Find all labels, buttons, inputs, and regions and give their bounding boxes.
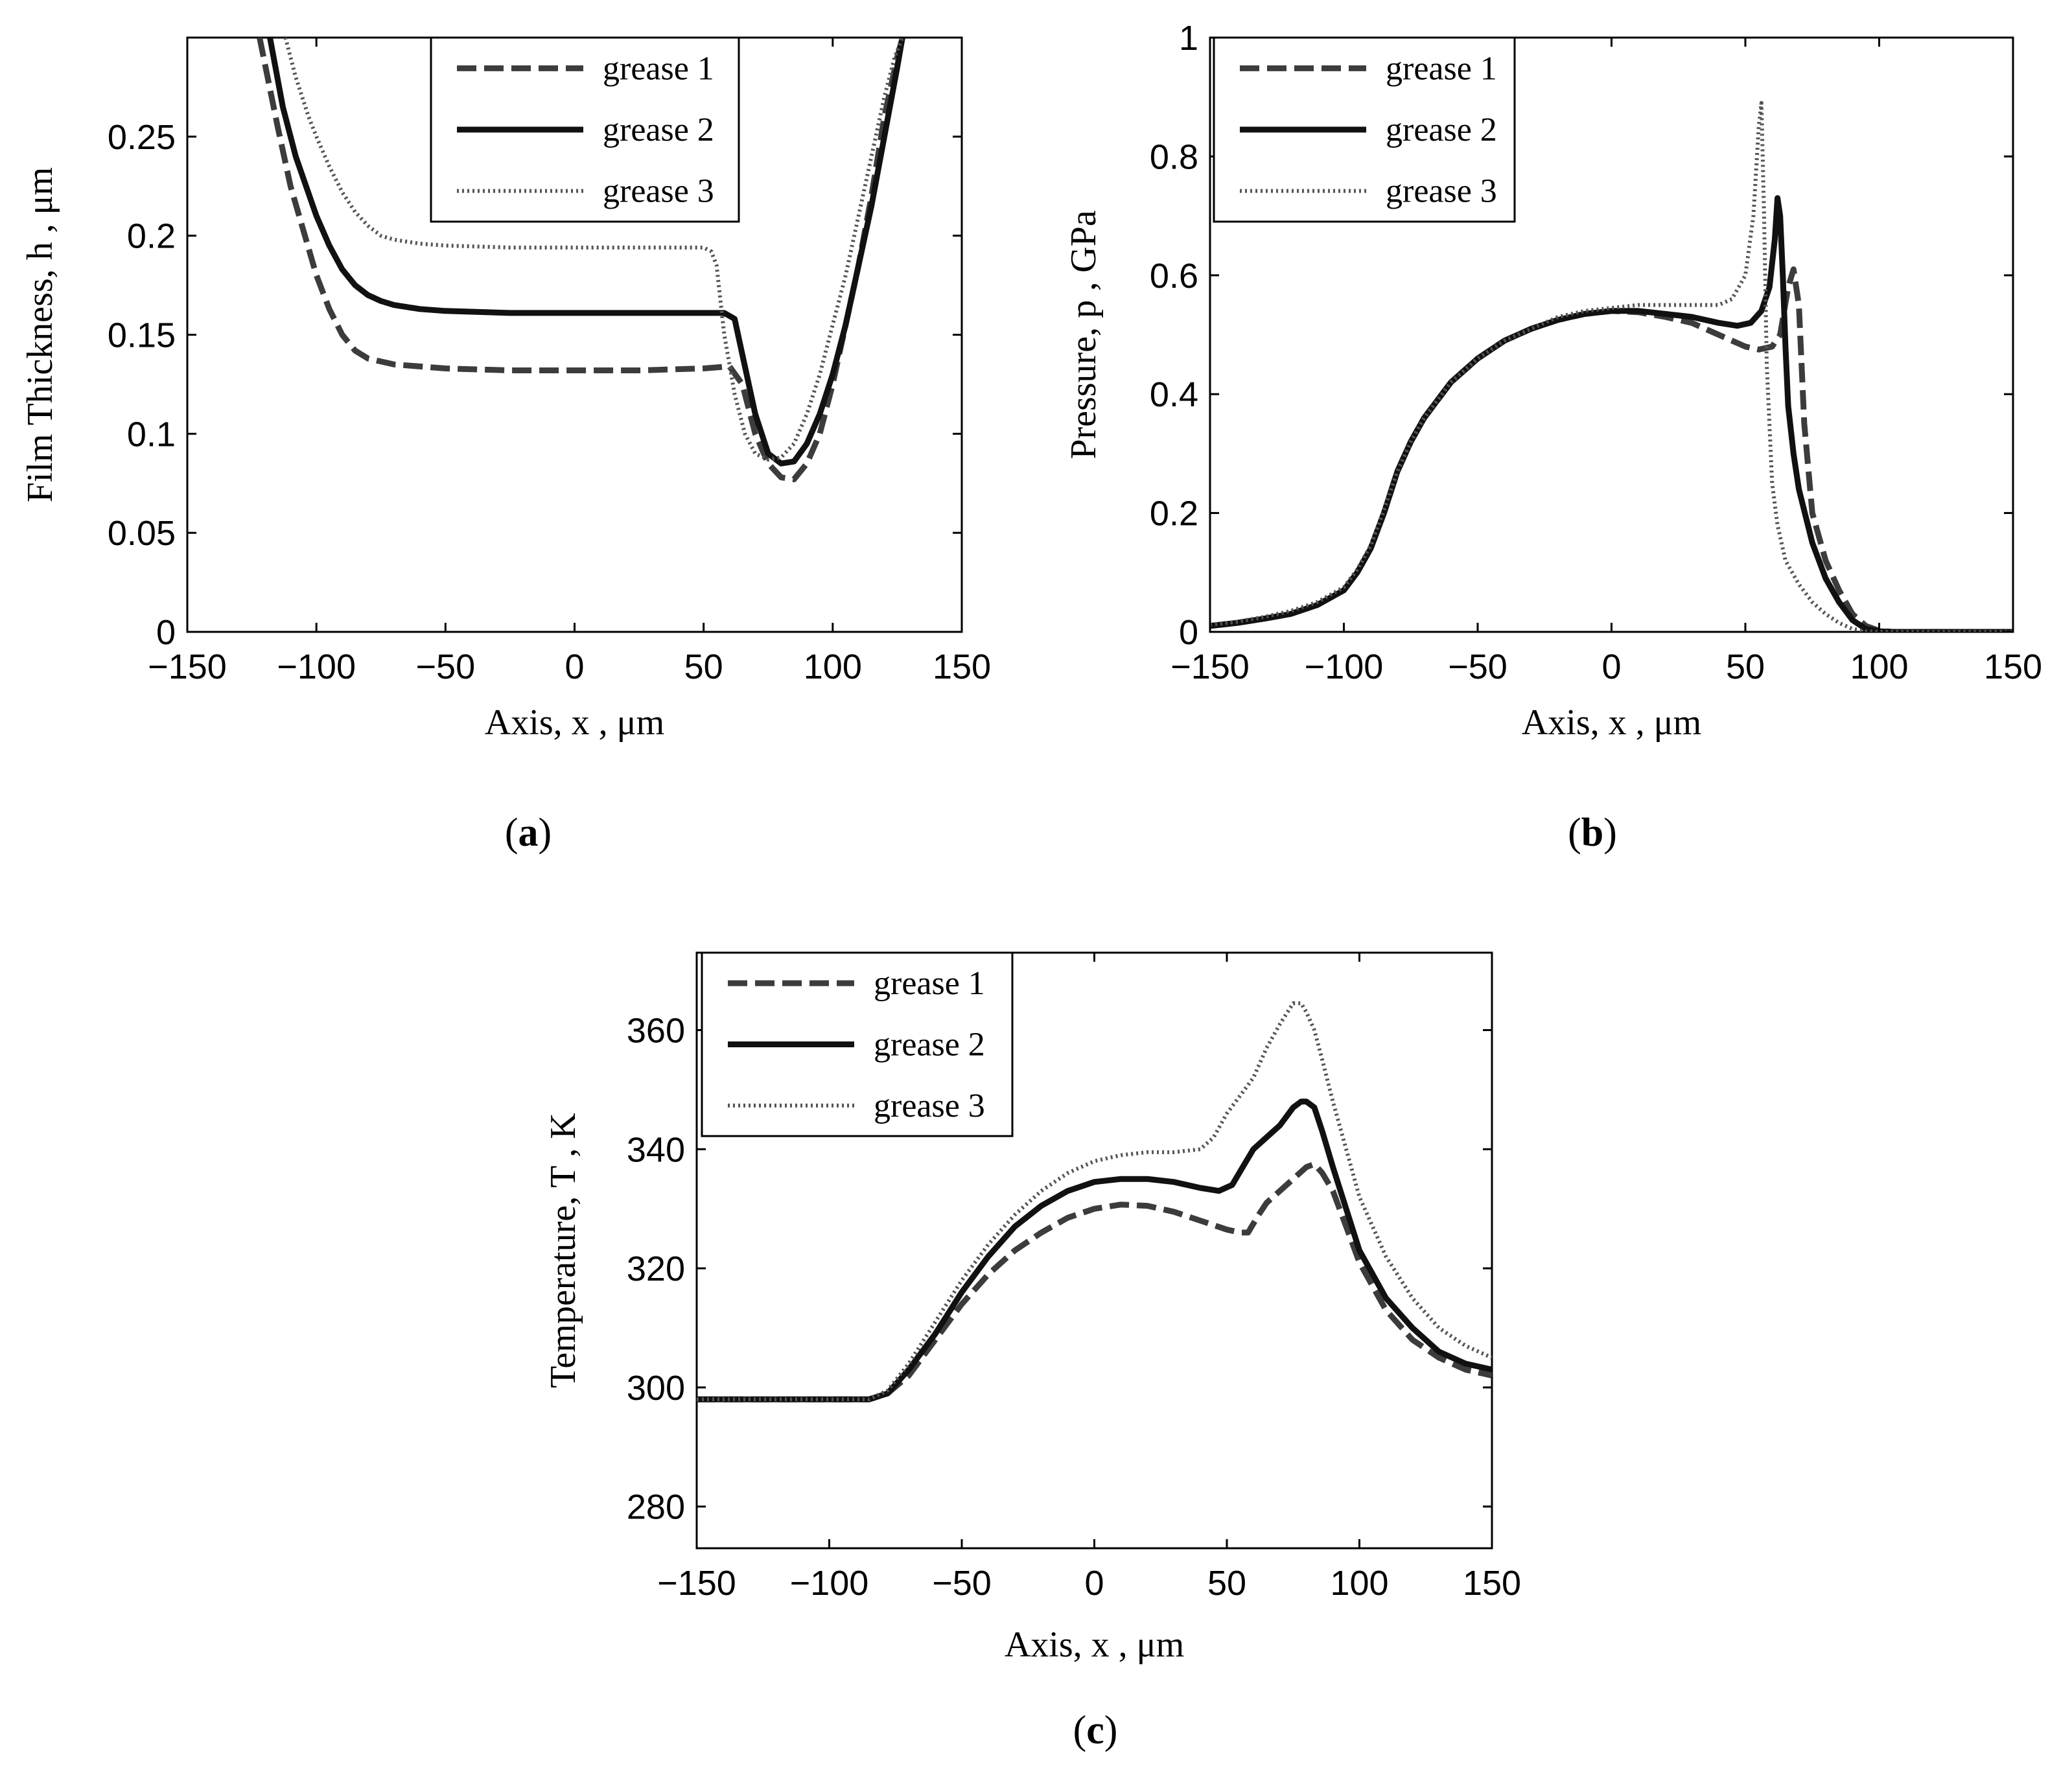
x-tick-label: 150 [933, 647, 991, 686]
panel-b: −150 −100 −50 0 50 100 150 0 0.2 0.4 0.6 0.8 1 Axis, … [1064, 19, 2042, 855]
y-tick-label: 0 [156, 613, 176, 652]
y-tick-label: 0 [1179, 613, 1198, 652]
x-axis-title: Axis, x , μm [1522, 703, 1701, 743]
y-tick-label: 320 [627, 1249, 685, 1288]
x-tick-label: −150 [148, 647, 227, 686]
y-tick-label: 0.2 [1150, 494, 1198, 533]
legend-label: grease 2 [874, 1027, 985, 1063]
legend-label: grease 1 [1386, 50, 1497, 87]
legend: grease 1 grease 2 grease 3 [701, 951, 1014, 1137]
y-tick-label: 0.2 [127, 217, 176, 256]
x-tick-label: 50 [684, 647, 723, 686]
x-tick-label: 0 [1084, 1564, 1104, 1603]
y-axis-title: Temperature, T , K [543, 1113, 583, 1388]
panel-letter: b [1581, 811, 1603, 855]
x-tick-label: 50 [1207, 1564, 1246, 1603]
y-tick-label: 300 [627, 1369, 685, 1408]
y-tick-label: 0.15 [108, 316, 176, 355]
legend-label: grease 1 [874, 965, 985, 1002]
series-line-grease-3 [697, 1001, 1492, 1402]
y-tick-label: 0.05 [108, 514, 176, 553]
series-line-grease-3 [283, 38, 905, 462]
y-tick-label: 0.1 [127, 415, 176, 454]
panel-letter: a [518, 811, 539, 855]
panel-label: (b) [1568, 811, 1617, 855]
x-tick-label: −100 [1305, 647, 1384, 686]
y-tick-label: 1 [1179, 19, 1198, 58]
panel-a: −150 −100 −50 0 50 100 150 0 0.05 0.1 0.15 0.2 0.25 A… [20, 36, 991, 855]
legend-label: grease 2 [1386, 111, 1497, 148]
legend-label: grease 3 [874, 1087, 985, 1124]
series-line-grease-3 [1210, 100, 2013, 632]
x-tick-label: −50 [416, 647, 476, 686]
y-tick-label: 0.8 [1150, 137, 1198, 176]
panel-label: (c) [1073, 1708, 1118, 1752]
x-axis-title: Axis, x , μm [1005, 1625, 1184, 1665]
y-tick-label: 0.25 [108, 118, 176, 157]
y-tick-label: 0.4 [1150, 375, 1198, 414]
y-tick-label: 340 [627, 1130, 685, 1169]
x-tick-label: 100 [804, 647, 862, 686]
x-tick-label: 100 [1850, 647, 1908, 686]
y-tick-label: 360 [627, 1011, 685, 1050]
x-tick-label: −50 [1448, 647, 1507, 686]
x-axis-title: Axis, x , μm [485, 703, 664, 743]
x-tick-label: 100 [1330, 1564, 1388, 1603]
x-tick-label: 0 [1601, 647, 1621, 686]
series-line-grease-1 [697, 1161, 1492, 1402]
x-tick-label: −50 [932, 1564, 992, 1603]
x-tick-label: 150 [1984, 647, 2042, 686]
legend-label: grease 1 [603, 50, 714, 87]
y-axis-title: Pressure, p , GPa [1064, 210, 1104, 459]
series-line-grease-2 [697, 1098, 1492, 1402]
x-tick-label: 50 [1726, 647, 1765, 686]
y-tick-label: 0.6 [1150, 257, 1198, 296]
x-tick-label: −150 [1170, 647, 1250, 686]
x-tick-label: −150 [657, 1564, 736, 1603]
x-tick-label: −100 [790, 1564, 869, 1603]
legend-label: grease 2 [603, 111, 714, 148]
x-tick-label: 0 [565, 647, 584, 686]
legend: grease 1 grease 2 grease 3 [430, 36, 740, 223]
legend: grease 1 grease 2 grease 3 [1213, 36, 1516, 223]
legend-label: grease 3 [1386, 173, 1497, 210]
panel-c: −150 −100 −50 0 50 100 150 280 300 320 340 360 Axis,… [543, 951, 1521, 1752]
panel-label: (a) [505, 811, 552, 855]
y-axis-title: Film Thickness, h , μm [20, 167, 60, 502]
x-tick-label: 150 [1463, 1564, 1521, 1603]
legend-label: grease 3 [603, 173, 714, 210]
panel-letter: c [1086, 1708, 1104, 1752]
y-tick-label: 280 [627, 1488, 685, 1527]
x-tick-label: −100 [277, 647, 356, 686]
series-line-grease-2 [267, 38, 905, 467]
